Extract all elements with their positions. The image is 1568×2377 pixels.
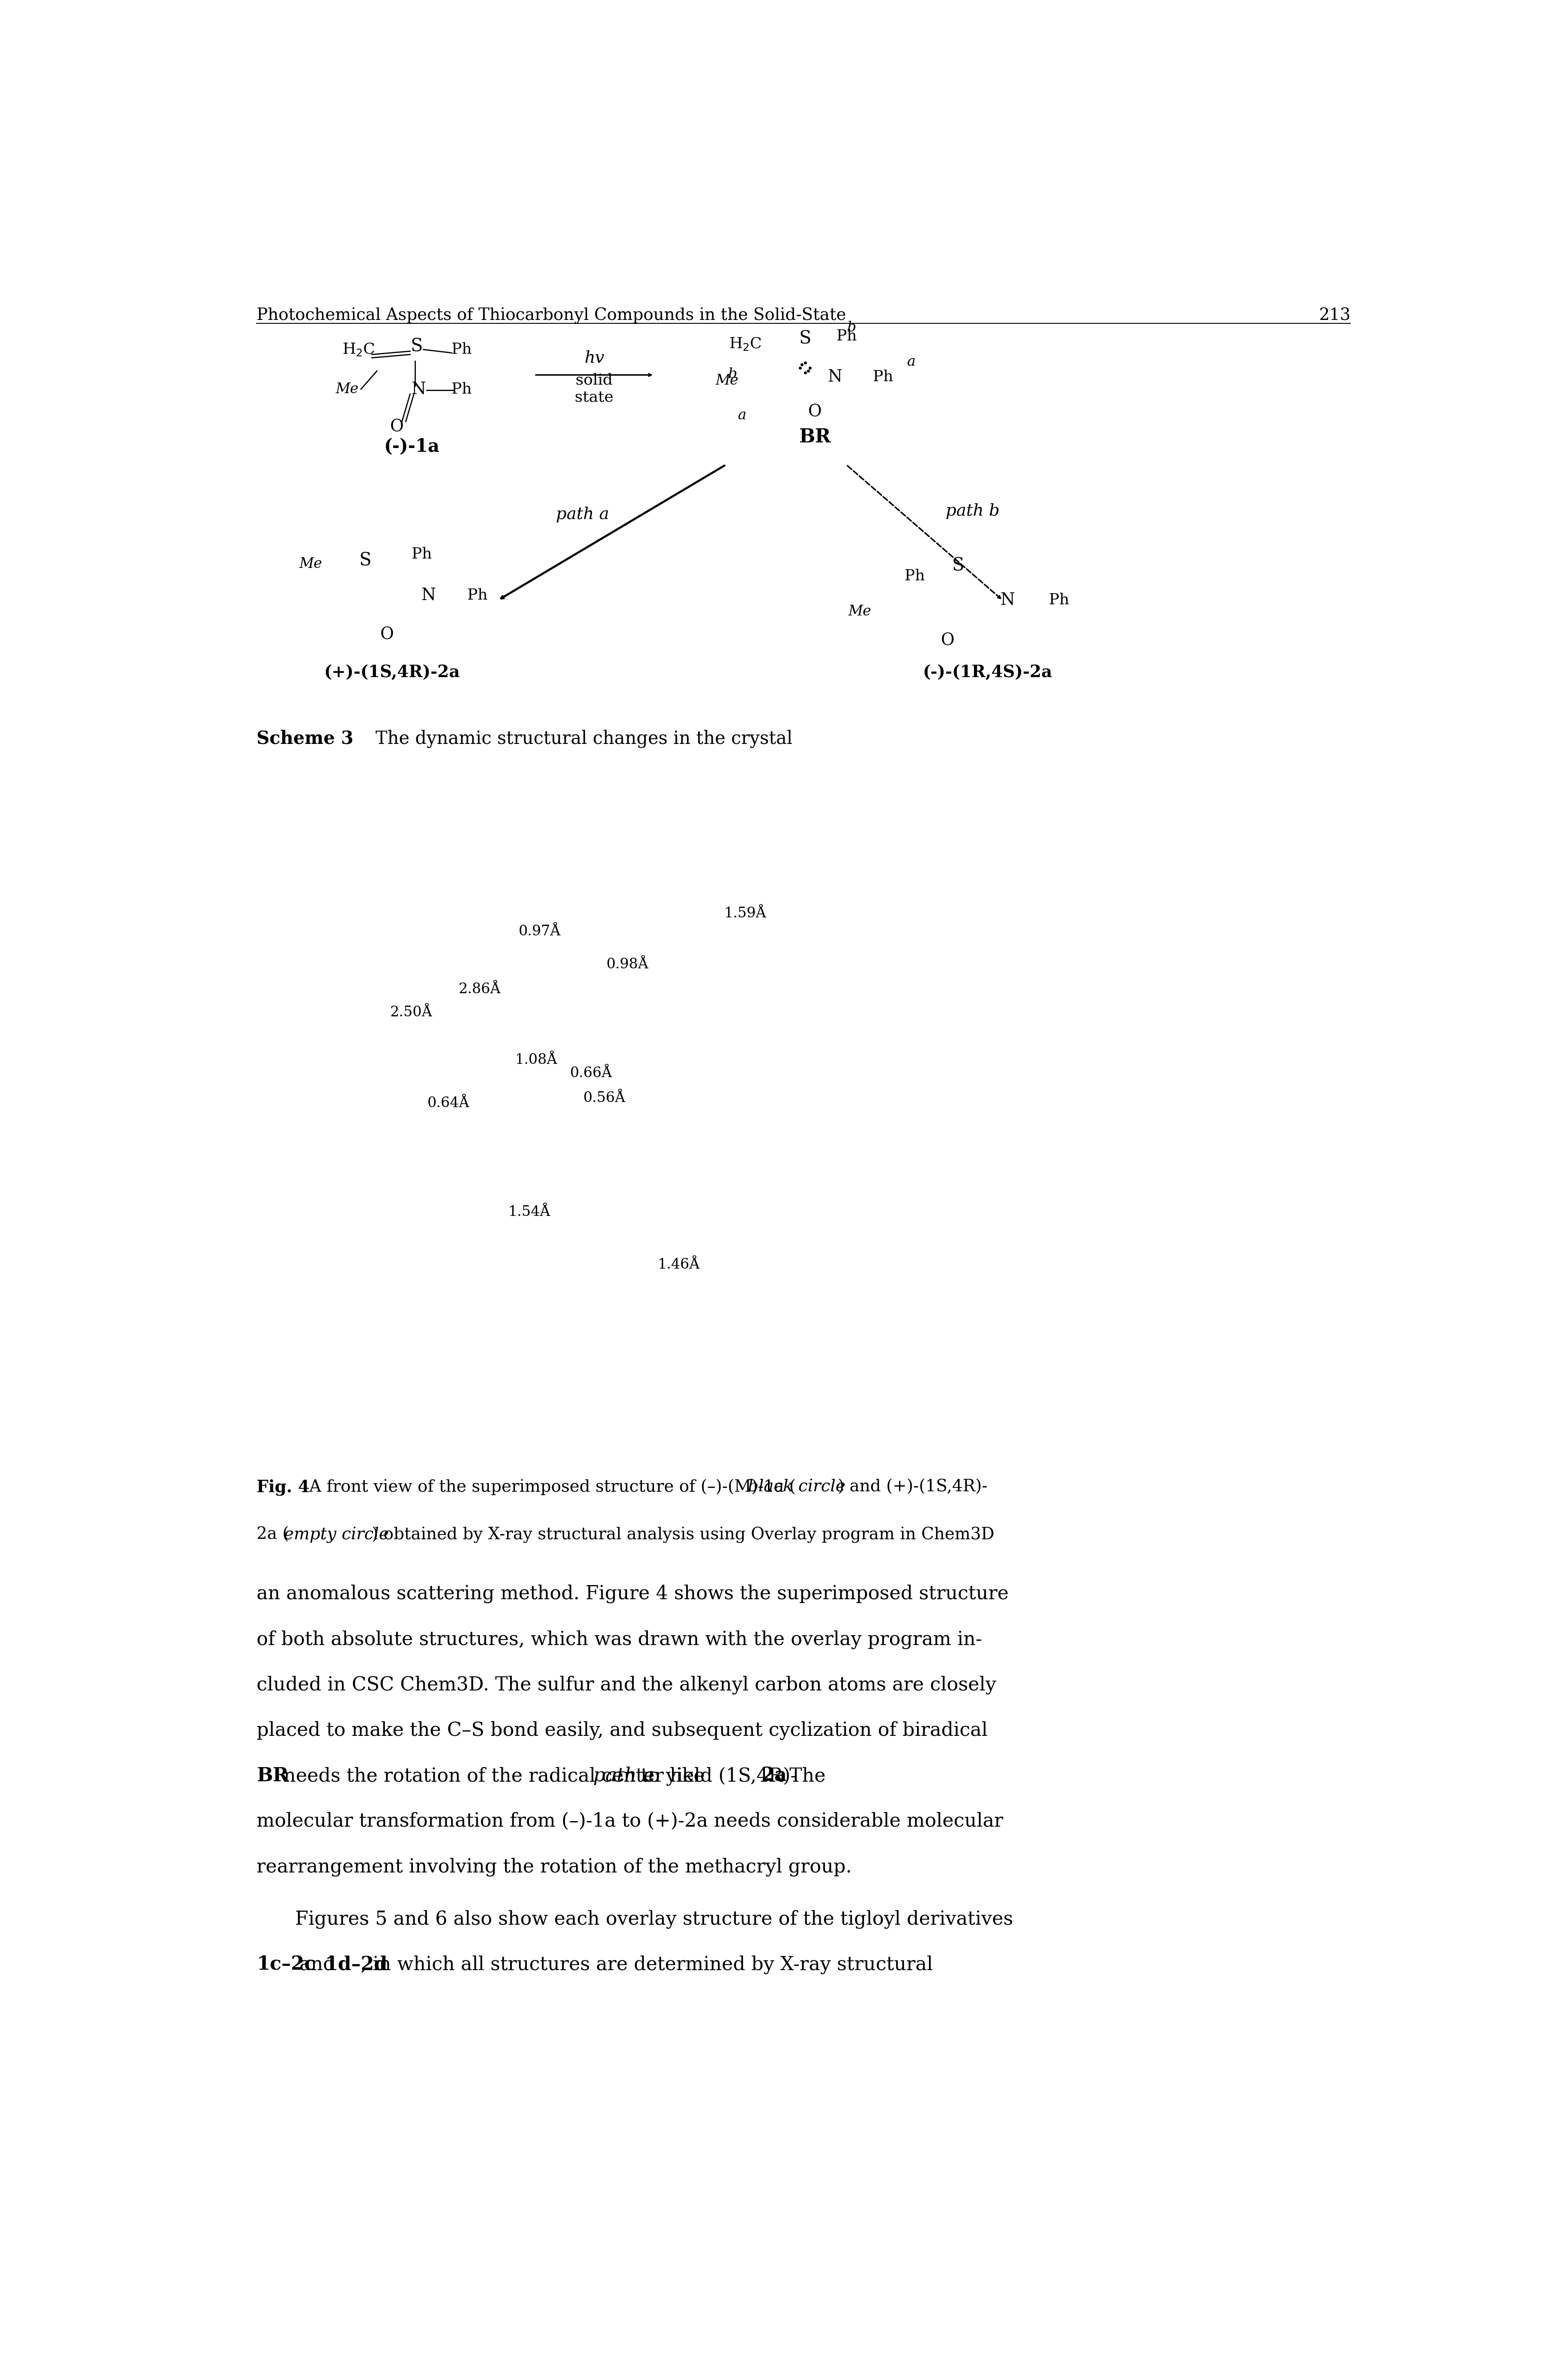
Text: of both absolute structures, which was drawn with the overlay program in-: of both absolute structures, which was d…	[257, 1631, 982, 1650]
Text: b: b	[728, 368, 737, 380]
Text: (+)-(1S,4R)-2a: (+)-(1S,4R)-2a	[325, 666, 459, 680]
Text: 0.97Å: 0.97Å	[519, 925, 561, 939]
Text: 2.50Å: 2.50Å	[390, 1005, 433, 1020]
Text: 1.08Å: 1.08Å	[514, 1053, 557, 1067]
Text: 2a: 2a	[760, 1766, 787, 1785]
Text: an anomalous scattering method. Figure 4 shows the superimposed structure: an anomalous scattering method. Figure 4…	[257, 1585, 1008, 1602]
Text: (-)-(1R,4S)-2a: (-)-(1R,4S)-2a	[924, 666, 1052, 680]
Text: Ph: Ph	[467, 587, 488, 601]
Text: Me: Me	[848, 604, 872, 618]
Text: rearrangement involving the rotation of the methacryl group.: rearrangement involving the rotation of …	[257, 1859, 851, 1875]
Text: O: O	[941, 632, 955, 649]
Text: A front view of the superimposed structure of (–)-(M)-1a (: A front view of the superimposed structu…	[293, 1478, 795, 1495]
Text: O: O	[808, 404, 822, 421]
Text: 213: 213	[1319, 307, 1350, 323]
Text: H$_2$C: H$_2$C	[342, 342, 375, 357]
Text: Figures 5 and 6 also show each overlay structure of the tigloyl derivatives: Figures 5 and 6 also show each overlay s…	[295, 1909, 1013, 1928]
Text: solid: solid	[575, 373, 613, 387]
Text: b: b	[847, 321, 856, 335]
Text: Fig. 4: Fig. 4	[257, 1478, 310, 1495]
Text: H$_2$C: H$_2$C	[729, 335, 762, 352]
Text: Ph: Ph	[836, 328, 856, 345]
Text: 1.59Å: 1.59Å	[724, 906, 767, 920]
Text: 1d–2d: 1d–2d	[325, 1956, 387, 1973]
Text: Ph: Ph	[873, 371, 894, 385]
Text: O: O	[390, 418, 403, 435]
Text: . The: . The	[778, 1766, 826, 1785]
Text: 0.98Å: 0.98Å	[607, 958, 649, 972]
Text: a: a	[739, 409, 746, 423]
Text: hv: hv	[585, 349, 604, 366]
Text: 0.56Å: 0.56Å	[583, 1091, 626, 1105]
Text: 1.54Å: 1.54Å	[508, 1205, 550, 1219]
Text: N: N	[828, 368, 842, 385]
Text: black circle: black circle	[748, 1478, 845, 1495]
Text: cluded in CSC Chem3D. The sulfur and the alkenyl carbon atoms are closely: cluded in CSC Chem3D. The sulfur and the…	[257, 1676, 996, 1695]
Text: Ph: Ph	[411, 547, 431, 561]
Text: Scheme 3: Scheme 3	[257, 730, 354, 749]
Text: N: N	[411, 380, 425, 397]
Text: BR: BR	[257, 1766, 289, 1785]
Text: path b: path b	[946, 504, 1000, 518]
Text: S: S	[411, 338, 423, 354]
Text: path a: path a	[557, 506, 610, 523]
Text: a: a	[906, 354, 916, 368]
Text: Ph: Ph	[452, 342, 472, 357]
Text: 0.66Å: 0.66Å	[569, 1067, 612, 1079]
Text: , in which all structures are determined by X-ray structural: , in which all structures are determined…	[361, 1956, 933, 1973]
Text: The dynamic structural changes in the crystal: The dynamic structural changes in the cr…	[359, 730, 792, 749]
Text: N: N	[1000, 592, 1014, 609]
Text: molecular transformation from (–)-1a to (+)-2a needs considerable molecular: molecular transformation from (–)-1a to …	[257, 1811, 1004, 1830]
Text: to yield (1S,4R)-: to yield (1S,4R)-	[635, 1766, 801, 1785]
Text: 2a (: 2a (	[257, 1526, 289, 1543]
Text: and: and	[293, 1956, 342, 1973]
Text: BR: BR	[800, 428, 831, 447]
Text: path a: path a	[593, 1766, 654, 1785]
Text: placed to make the C–S bond easily, and subsequent cyclization of biradical: placed to make the C–S bond easily, and …	[257, 1721, 988, 1740]
Text: Me: Me	[715, 373, 739, 387]
Text: Ph: Ph	[905, 568, 925, 582]
Text: ) obtained by X-ray structural analysis using Overlay program in Chem3D: ) obtained by X-ray structural analysis …	[372, 1526, 994, 1543]
Text: state: state	[575, 390, 613, 404]
Text: (-)-1a: (-)-1a	[384, 437, 439, 456]
Text: 2.86Å: 2.86Å	[459, 982, 500, 996]
Text: 1.46Å: 1.46Å	[659, 1257, 699, 1272]
Text: O: O	[379, 628, 394, 642]
Text: Me: Me	[299, 556, 321, 570]
Text: N: N	[422, 587, 436, 604]
Text: ) and (+)-(1S,4R)-: ) and (+)-(1S,4R)-	[837, 1478, 988, 1495]
Text: needs the rotation of the radical center like: needs the rotation of the radical center…	[278, 1766, 710, 1785]
Text: Ph: Ph	[452, 383, 472, 397]
Text: empty circle: empty circle	[284, 1526, 389, 1543]
Text: Ph: Ph	[1049, 592, 1069, 609]
Text: Photochemical Aspects of Thiocarbonyl Compounds in the Solid-State: Photochemical Aspects of Thiocarbonyl Co…	[257, 307, 847, 323]
Text: S: S	[800, 330, 811, 347]
Text: S: S	[952, 556, 964, 575]
Text: S: S	[359, 551, 372, 570]
Text: 1c–2c: 1c–2c	[257, 1956, 317, 1973]
Text: Me: Me	[336, 383, 359, 397]
Text: 0.64Å: 0.64Å	[426, 1096, 469, 1110]
